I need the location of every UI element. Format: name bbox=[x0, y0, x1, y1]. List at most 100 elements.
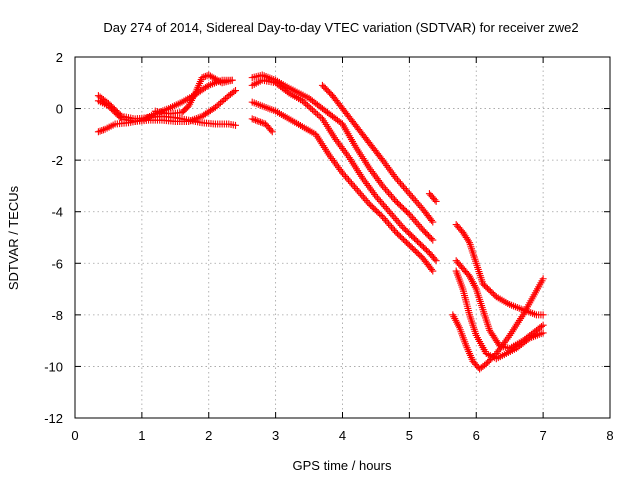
data-point bbox=[432, 197, 440, 205]
data-point bbox=[343, 174, 351, 182]
data-point bbox=[386, 191, 394, 199]
grid-lines bbox=[75, 57, 610, 418]
data-point bbox=[283, 88, 291, 96]
data-point bbox=[361, 195, 369, 203]
data-point bbox=[539, 329, 547, 337]
data-point bbox=[414, 221, 422, 229]
x-tick-label: 0 bbox=[71, 428, 78, 443]
x-tick-label: 7 bbox=[540, 428, 547, 443]
data-point bbox=[417, 224, 425, 232]
series-track-8 bbox=[248, 115, 276, 136]
data-point bbox=[393, 176, 401, 184]
data-point bbox=[392, 174, 400, 182]
data-point bbox=[407, 212, 415, 220]
data-point bbox=[356, 190, 364, 198]
series-track-14 bbox=[449, 275, 547, 373]
data-point bbox=[416, 202, 424, 210]
data-point bbox=[203, 82, 211, 90]
data-point bbox=[383, 218, 391, 226]
data-point bbox=[349, 181, 357, 189]
data-point bbox=[464, 237, 472, 245]
data-point bbox=[537, 322, 545, 330]
data-point bbox=[344, 176, 352, 184]
data-point bbox=[414, 200, 422, 208]
data-point bbox=[539, 275, 547, 283]
data-point bbox=[396, 179, 404, 187]
data-point bbox=[215, 100, 223, 108]
data-point bbox=[248, 115, 256, 123]
data-point bbox=[221, 95, 229, 103]
data-point bbox=[408, 193, 416, 201]
data-point bbox=[397, 221, 405, 229]
data-point bbox=[312, 109, 320, 117]
data-point bbox=[395, 178, 403, 186]
data-point bbox=[377, 211, 385, 219]
data-point bbox=[353, 186, 361, 194]
data-point bbox=[380, 215, 388, 223]
data-point bbox=[339, 169, 346, 177]
data-point bbox=[268, 128, 276, 136]
data-point bbox=[391, 196, 399, 204]
data-point bbox=[228, 76, 236, 84]
data-point bbox=[380, 184, 388, 192]
data-point bbox=[315, 112, 323, 120]
data-point bbox=[255, 117, 263, 125]
x-tick-label: 4 bbox=[339, 428, 346, 443]
data-point bbox=[303, 101, 311, 109]
data-point bbox=[364, 198, 372, 206]
data-point bbox=[307, 104, 315, 112]
data-point bbox=[305, 103, 313, 111]
data-point bbox=[429, 267, 437, 275]
data-point bbox=[384, 206, 392, 214]
data-point bbox=[379, 182, 387, 190]
chart-title: Day 274 of 2014, Sidereal Day-to-day VTE… bbox=[103, 20, 578, 35]
data-point bbox=[390, 213, 398, 221]
data-point bbox=[382, 216, 390, 224]
series-track-6 bbox=[248, 76, 440, 265]
data-point bbox=[405, 210, 413, 218]
data-point bbox=[416, 222, 424, 230]
data-point bbox=[358, 191, 366, 199]
x-tick-label: 8 bbox=[606, 428, 613, 443]
data-point bbox=[218, 97, 226, 105]
data-point bbox=[429, 236, 437, 244]
data-point bbox=[410, 215, 418, 223]
y-tick-label: -4 bbox=[51, 205, 63, 220]
data-point bbox=[198, 74, 206, 82]
y-tick-label: -10 bbox=[44, 359, 63, 374]
data-point bbox=[385, 189, 393, 197]
data-point bbox=[524, 335, 532, 343]
data-point bbox=[385, 220, 393, 228]
x-tick-label: 2 bbox=[205, 428, 212, 443]
data-point bbox=[431, 196, 439, 204]
data-point bbox=[230, 88, 238, 96]
data-point bbox=[382, 204, 390, 212]
data-point bbox=[362, 197, 370, 205]
data-point bbox=[216, 99, 224, 107]
data-point bbox=[98, 126, 106, 134]
series-track-3 bbox=[94, 87, 239, 125]
series-track-4 bbox=[151, 71, 236, 118]
x-axis-label: GPS time / hours bbox=[293, 458, 392, 473]
axis-ticks: 0 1 2 3 4 5 6 7 8 -12 -10 -8 -6 -4 -2 0 2 bbox=[44, 50, 613, 443]
data-point bbox=[379, 213, 387, 221]
y-tick-label: -8 bbox=[51, 308, 63, 323]
data-point bbox=[378, 199, 386, 207]
data-point bbox=[352, 185, 360, 193]
data-point bbox=[372, 192, 380, 200]
data-point bbox=[402, 186, 410, 194]
data-point bbox=[391, 215, 399, 223]
data-point bbox=[385, 208, 393, 216]
data-point bbox=[428, 265, 436, 273]
data-point bbox=[99, 126, 107, 134]
data-point bbox=[404, 209, 412, 217]
series-track-9 bbox=[318, 81, 437, 226]
series-track-11 bbox=[452, 221, 547, 319]
data-point bbox=[213, 102, 221, 110]
data-point bbox=[211, 103, 219, 111]
data-point bbox=[388, 192, 396, 200]
data-point bbox=[386, 221, 394, 229]
data-point bbox=[200, 73, 208, 81]
data-point bbox=[408, 214, 416, 222]
data-point bbox=[232, 87, 239, 95]
